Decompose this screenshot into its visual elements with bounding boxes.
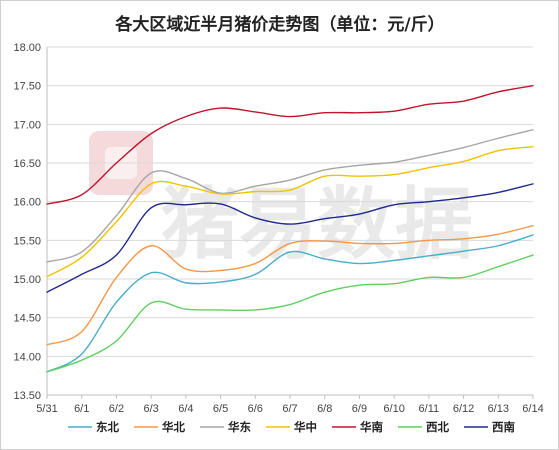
- y-tick-label: 16.00: [13, 197, 41, 209]
- series-lines: [46, 84, 534, 373]
- series-line-西南: [46, 183, 534, 293]
- x-tick-label: 6/1: [74, 403, 89, 415]
- chart-title: 各大区域近半月猪价走势图（单位：元/斤）: [114, 14, 444, 35]
- legend-label: 西南: [492, 420, 515, 434]
- watermark-text: 猪易数据: [161, 180, 473, 270]
- x-tick-label: 6/3: [143, 403, 158, 415]
- x-tick-label: 6/4: [178, 403, 193, 415]
- x-tick-label: 6/7: [282, 403, 297, 415]
- x-tick-label: 6/13: [488, 403, 509, 415]
- gridlines: [47, 46, 533, 396]
- series-line-东北: [46, 234, 534, 373]
- legend-label: 西北: [426, 420, 449, 434]
- x-tick-label: 6/8: [317, 403, 332, 415]
- x-tick-label: 6/5: [213, 403, 228, 415]
- y-tick-label: 13.50: [13, 390, 41, 402]
- x-tick-label: 6/14: [522, 403, 543, 415]
- x-tick-label: 6/6: [248, 403, 263, 415]
- y-tick-label: 15.50: [13, 235, 41, 247]
- y-tick-label: 15.00: [13, 274, 41, 286]
- x-axis-tick-labels: 5/31 6/1 6/2 6/3 6/4 6/5 6/6 6/7 6/8 6/9 6/10 6/11 6…: [36, 395, 544, 415]
- x-tick-label: 6/2: [109, 403, 124, 415]
- y-tick-label: 18.00: [13, 42, 41, 54]
- series-line-西北: [46, 254, 534, 373]
- series-line-华北: [46, 224, 534, 346]
- x-tick-label: 5/31: [36, 403, 57, 415]
- legend-label: 东北: [96, 420, 119, 434]
- legend: 东北 华北 华东 华中 华南 西北 西南: [68, 420, 515, 434]
- legend-label: 华中: [294, 420, 317, 434]
- x-tick-label: 6/10: [383, 403, 404, 415]
- y-axis-tick-labels: 13.50 14.00 14.50 15.00 15.50 16.00 16.50 17.00…: [13, 42, 41, 402]
- series-line-华东: [46, 129, 534, 263]
- y-tick-label: 16.50: [13, 158, 41, 170]
- x-tick-label: 6/12: [453, 403, 474, 415]
- legend-label: 华东: [228, 420, 251, 434]
- legend-label: 华北: [162, 420, 185, 434]
- series-line-华南: [46, 84, 534, 205]
- y-tick-label: 14.50: [13, 313, 41, 325]
- y-tick-label: 17.50: [13, 81, 41, 93]
- y-tick-label: 14.00: [13, 351, 41, 363]
- x-tick-label: 6/11: [419, 403, 440, 415]
- legend-label: 华南: [360, 420, 383, 434]
- watermark: 猪易数据: [89, 131, 473, 270]
- series-line-华中: [46, 146, 534, 278]
- y-tick-label: 17.00: [13, 119, 41, 131]
- x-tick-label: 6/9: [352, 403, 367, 415]
